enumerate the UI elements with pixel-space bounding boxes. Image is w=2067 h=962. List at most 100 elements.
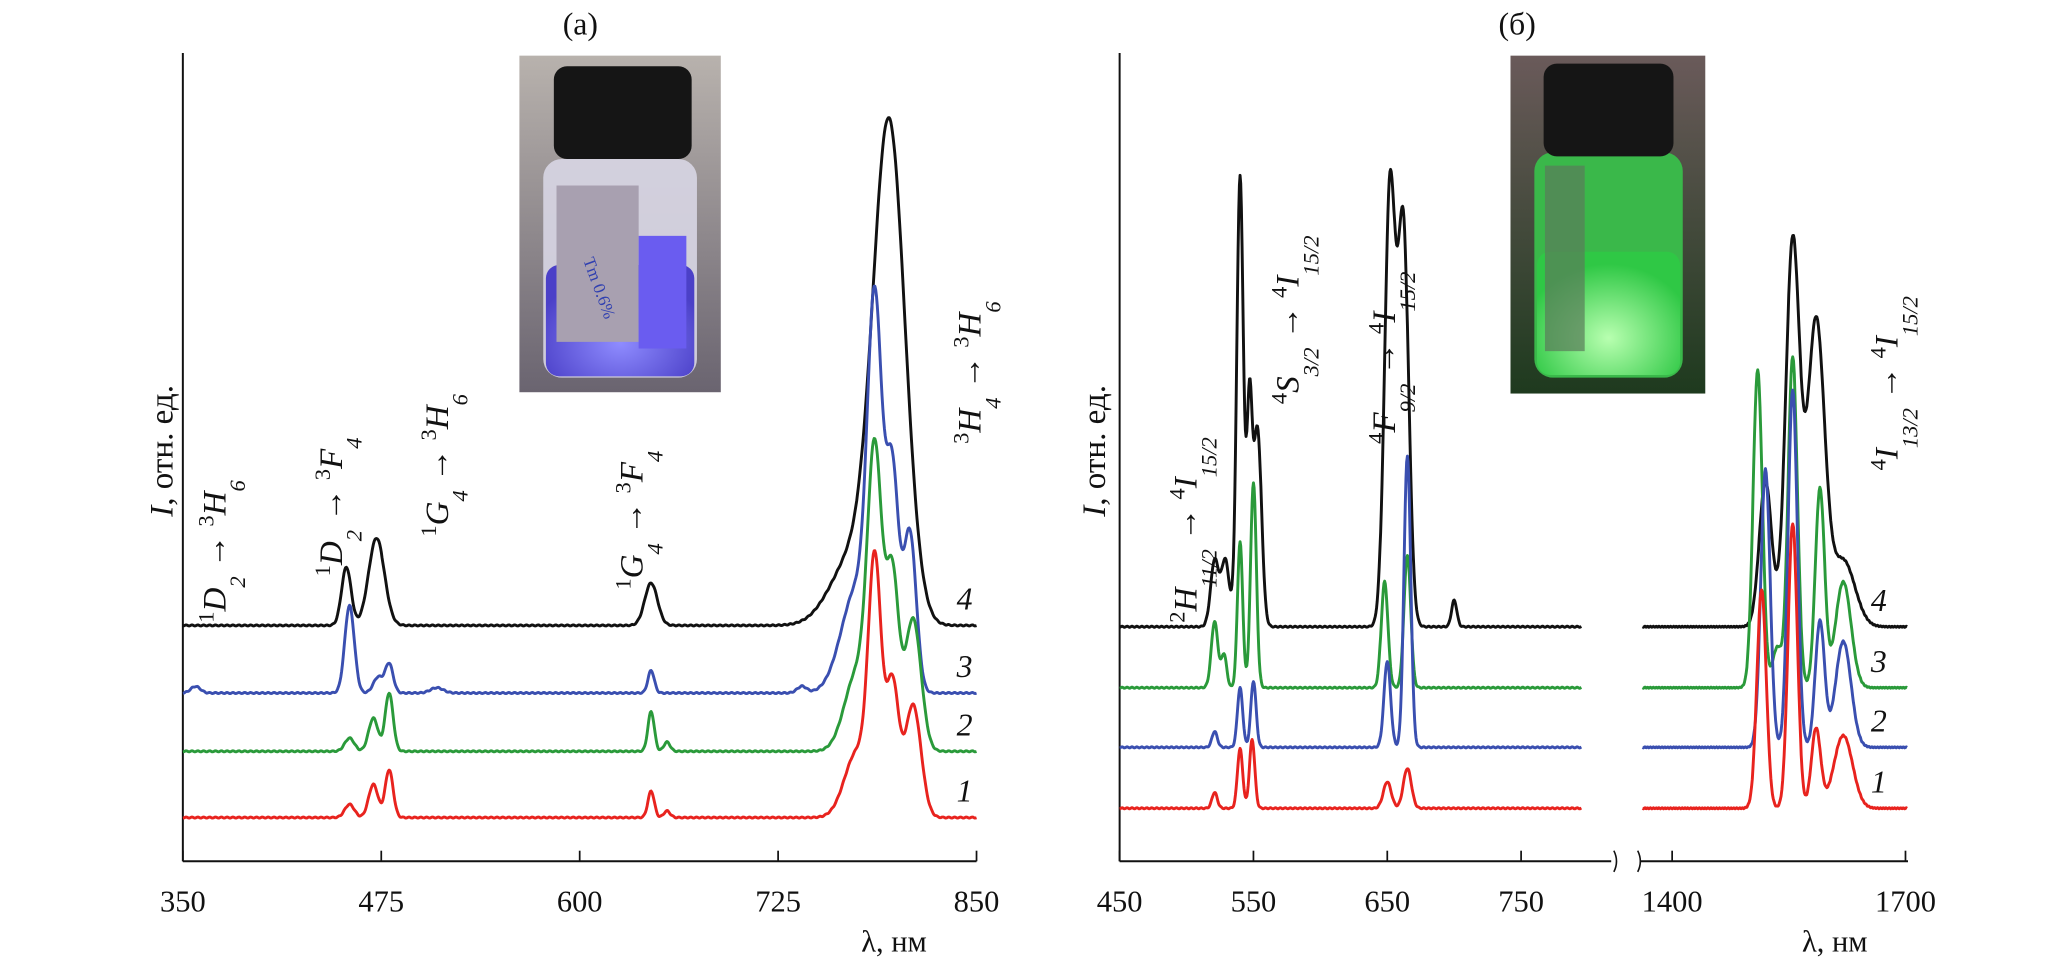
- annotation-part: 2: [225, 576, 250, 587]
- annotation-part: →: [1270, 298, 1307, 348]
- annotation-part: →: [313, 480, 350, 530]
- annotation-part: D: [313, 541, 350, 566]
- x-tick-label: 650: [1364, 885, 1410, 919]
- annotation-part: 1: [611, 578, 636, 589]
- curve-label-3: 3: [956, 649, 973, 684]
- annotation-part: F: [1366, 412, 1403, 434]
- annotation-part: 1: [193, 612, 218, 623]
- annotation-part: 9/2: [1395, 384, 1420, 413]
- vial-cap: [1543, 63, 1674, 157]
- x-tick-label: 475: [358, 885, 404, 919]
- spectrum-curve-4: [182, 116, 978, 628]
- annotation-part: 3: [611, 482, 636, 493]
- annotation-part: →: [196, 527, 233, 577]
- annotation-part: 1: [310, 565, 335, 576]
- annotation-part: 15/2: [1897, 296, 1922, 336]
- x-tick-label: 850: [954, 885, 1000, 919]
- annotation-part: →: [1167, 500, 1204, 550]
- annotation-part: 6: [225, 479, 250, 491]
- transition-annotation: 3H4 → 3H6: [949, 301, 1006, 444]
- annotation-part: F: [614, 461, 651, 483]
- curve-label-3: 3: [1870, 644, 1887, 679]
- annotation-part: 13/2: [1897, 408, 1922, 448]
- annotation-part: →: [1868, 358, 1905, 408]
- curve-label-2: 2: [1871, 703, 1887, 738]
- annotation-part: 6: [980, 301, 1005, 313]
- annotation-part: 4: [1267, 393, 1292, 404]
- vial-cap: [553, 66, 692, 160]
- panel-a-title: (a): [563, 6, 598, 41]
- annotation-part: H: [952, 311, 989, 338]
- annotation-part: 15/2: [1298, 236, 1323, 276]
- x-tick-label: 450: [1097, 885, 1143, 919]
- panel-a-x-label: λ, нм: [861, 924, 927, 958]
- transition-annotation: 4S3/2 → 4I15/2: [1267, 236, 1324, 405]
- annotation-part: 6: [448, 393, 473, 405]
- annotation-part: I: [1868, 446, 1905, 460]
- annotation-part: I: [1270, 274, 1307, 288]
- spectrum-curve-4: [1118, 167, 1908, 629]
- annotation-part: 4: [643, 543, 668, 554]
- annotation-part: 4: [1267, 287, 1292, 298]
- annotation-part: I: [1366, 310, 1403, 324]
- annotation-part: 15/2: [1196, 437, 1221, 477]
- annotation-part: →: [1366, 334, 1403, 384]
- transition-annotation: 1D2 → 3F4: [310, 438, 367, 577]
- spectrum-curve-3: [1118, 355, 1908, 690]
- curve-label-4: 4: [1871, 583, 1887, 618]
- x-tick-label: 350: [160, 885, 206, 919]
- spectrum-curve-1: [1118, 522, 1908, 811]
- inset-photo-green-vial: [1510, 55, 1706, 394]
- x-tick-label: 750: [1498, 885, 1544, 919]
- annotation-part: 4: [342, 438, 367, 449]
- panel-b-y-label: I, отн. ед.: [1076, 385, 1113, 518]
- annotation-part: 3: [310, 469, 335, 480]
- annotation-part: 1: [416, 525, 441, 536]
- annotation-part: H: [952, 407, 989, 434]
- annotation-part: →: [952, 348, 989, 398]
- annotation-part: 4: [1363, 323, 1388, 334]
- annotation-part: 4: [980, 397, 1005, 408]
- axis-break-mark: [1613, 850, 1642, 873]
- annotation-part: →: [419, 441, 456, 491]
- annotation-part: 4: [1865, 459, 1890, 470]
- annotation-part: 3: [416, 429, 441, 440]
- annotation-part: 11/2: [1196, 549, 1221, 587]
- annotation-part: 15/2: [1395, 272, 1420, 312]
- annotation-part: H: [196, 489, 233, 516]
- annotation-part: 4: [643, 451, 668, 462]
- annotation-part: 4: [1363, 433, 1388, 444]
- transition-annotation: 4I13/2 → 4I15/2: [1865, 296, 1922, 470]
- annotation-part: 3: [949, 337, 974, 348]
- annotation-part: →: [614, 494, 651, 544]
- curve-label-1: 1: [957, 774, 973, 809]
- annotation-part: 3: [193, 515, 218, 526]
- annotation-part: G: [419, 501, 456, 525]
- transition-annotation: 1D2 → 3H6: [193, 479, 250, 622]
- x-tick-label: 600: [557, 885, 603, 919]
- annotation-part: 2: [342, 530, 367, 541]
- transition-annotation: 4F9/2 → 4I15/2: [1363, 272, 1420, 444]
- annotation-part: S: [1270, 376, 1307, 393]
- annotation-part: 3: [949, 433, 974, 444]
- curve-label-1: 1: [1871, 764, 1887, 799]
- spectrum-curve-1: [182, 549, 978, 820]
- annotation-part: 4: [448, 490, 473, 501]
- annotation-part: 2: [1165, 612, 1190, 623]
- spectrum-curve-2: [1118, 388, 1908, 750]
- annotation-part: 4: [1865, 347, 1890, 358]
- x-tick-label: 1700: [1875, 885, 1936, 919]
- spectrum-curve-2: [182, 437, 978, 754]
- annotation-part: 4: [1165, 488, 1190, 499]
- x-tick-label: 725: [755, 885, 801, 919]
- annotation-part: G: [614, 554, 651, 578]
- annotation-part: H: [1167, 586, 1204, 613]
- annotation-part: F: [313, 448, 350, 470]
- panel-a-y-label: I, отн. ед.: [143, 385, 180, 518]
- x-tick-label: 550: [1231, 885, 1277, 919]
- annotation-part: D: [196, 588, 233, 613]
- transition-annotation: 2H11/2 → 4I15/2: [1165, 437, 1222, 623]
